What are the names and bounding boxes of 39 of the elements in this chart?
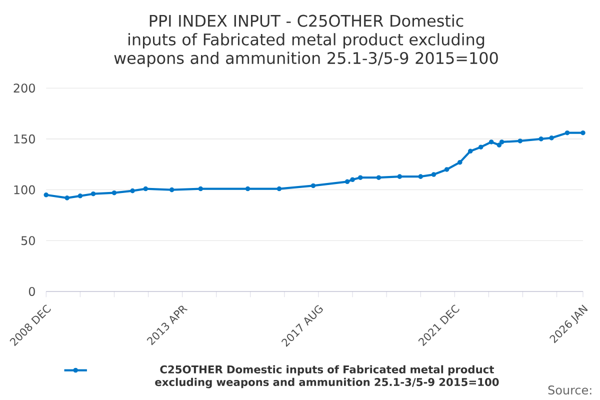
- point: [130, 188, 135, 194]
- point: [198, 186, 204, 192]
- point: [44, 192, 49, 198]
- point: [350, 177, 355, 182]
- point: [488, 140, 494, 144]
- chart-title: PPI INDEX INPUT - C25OTHER Domestic inputs of Fabricated metal product excluding weapons and ammunition 25.1-3/5-9 2015=100: [114, 14, 498, 68]
- point: [78, 194, 83, 198]
- point: [112, 190, 117, 196]
- y-tick-label: 100: [14, 185, 35, 194]
- y-tick-label: 200: [14, 84, 35, 93]
- point: [64, 196, 70, 200]
- point: [310, 183, 316, 188]
- point: [580, 130, 586, 136]
- point: [431, 172, 436, 177]
- point: [418, 174, 424, 179]
- point: [458, 160, 462, 165]
- y-tick-label: 50: [21, 236, 35, 246]
- point: [444, 167, 450, 172]
- point: [358, 175, 363, 180]
- point: [478, 144, 484, 150]
- point: [376, 175, 382, 180]
- point: [90, 191, 96, 196]
- point: [468, 148, 473, 154]
- point: [169, 187, 174, 192]
- point: [245, 186, 250, 192]
- point: [564, 130, 570, 136]
- y-tick-label: 150: [14, 134, 35, 144]
- point: [496, 142, 502, 148]
- point: [397, 174, 402, 179]
- point: [538, 136, 544, 142]
- point: [344, 179, 350, 184]
- point: [518, 138, 523, 144]
- point: [549, 136, 554, 140]
- source-note: Source:: [548, 386, 592, 395]
- point: [276, 186, 282, 192]
- text: C25OTHER Domestic inputs of Fabricated metal product excluding weapons and ammunition 25.1-3/5-9 2015=100: [155, 365, 499, 388]
- point: [499, 140, 504, 144]
- point: [143, 186, 148, 192]
- y-tick-label: 0: [28, 286, 35, 296]
